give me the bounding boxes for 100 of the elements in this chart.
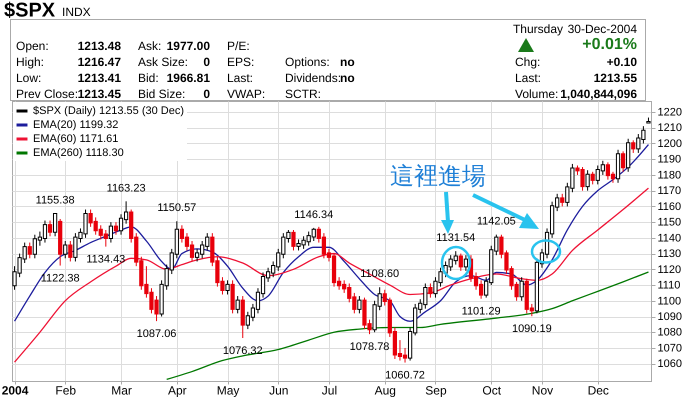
y-tick-label: 1180 — [658, 169, 682, 182]
text: 1213.48 — [78, 39, 121, 53]
candlestick — [357, 296, 362, 314]
text: INDX — [62, 5, 91, 19]
text: 1150.57 — [157, 202, 196, 214]
y-tick-label: 1200 — [658, 138, 682, 150]
x-tick-label: Aug — [374, 384, 396, 398]
text: Ask: — [138, 39, 162, 53]
text: 1216.47 — [78, 55, 121, 69]
text: 1163.23 — [106, 182, 146, 194]
y-tick-label: 1060 — [658, 358, 682, 370]
annotation: 這裡進場 — [390, 162, 486, 192]
text: 1155.38 — [36, 194, 75, 207]
candlestick — [464, 254, 468, 272]
text: 1146.34 — [294, 208, 334, 221]
text: 1142.05 — [476, 216, 516, 228]
x-tick-label: Dec — [588, 384, 609, 398]
text: 1966.81 — [166, 71, 210, 85]
candlestick — [585, 170, 590, 192]
text: 1122.38 — [40, 272, 80, 285]
text: 1101.29 — [462, 306, 501, 318]
text: 1090.19 — [512, 323, 552, 336]
x-tick-label: Mar — [111, 384, 132, 398]
line-series — [14, 144, 650, 322]
y-tick-label: 1190 — [658, 154, 682, 166]
candlestick — [108, 222, 114, 244]
text: Prev Close: — [16, 87, 78, 101]
candlestick — [63, 240, 68, 259]
legend-label: $SPX (Daily) 1213.55 (30 Dec) — [33, 105, 184, 117]
text: 1131.54 — [436, 232, 476, 244]
legend-label: EMA(60) 1171.61 — [33, 133, 118, 145]
text: Thursday — [512, 22, 563, 36]
legend-label: EMA(20) 1199.32 — [33, 119, 118, 131]
y-tick-label: 1130 — [658, 248, 682, 260]
y-tick-label: 1090 — [658, 311, 682, 324]
text: High: — [16, 55, 44, 69]
y-tick-label: 1120 — [658, 264, 682, 276]
text: Chg: — [515, 55, 540, 69]
y-tick-label: 1100 — [658, 295, 682, 308]
text: 1076.32 — [222, 345, 263, 358]
text: +0.10 — [606, 55, 637, 69]
text: Low: — [16, 71, 42, 85]
candlestick — [520, 276, 524, 302]
text: Options: — [285, 55, 330, 69]
x-tick-label: Sep — [425, 384, 447, 398]
candlestick — [236, 296, 240, 314]
text: Dividends: — [285, 71, 342, 85]
x-tick-label: Oct — [482, 384, 502, 398]
text: Bid: — [138, 71, 159, 85]
text: no — [340, 55, 355, 69]
text: Open: — [16, 39, 49, 53]
text: Bid Size: — [138, 87, 186, 101]
candlestick — [458, 253, 463, 272]
text: Last: — [515, 71, 542, 85]
candlestick — [291, 229, 296, 251]
candlestick — [114, 222, 118, 236]
candlestick — [428, 282, 433, 298]
x-tick-label: Apr — [168, 384, 187, 398]
text: no — [340, 71, 355, 85]
candlestick — [631, 140, 636, 154]
y-tick-label: 1070 — [658, 342, 682, 354]
candlestick — [590, 171, 595, 185]
text: 1,040,844,096 — [560, 87, 637, 101]
y-tick-label: 1140 — [658, 232, 682, 244]
text: 0 — [203, 87, 210, 101]
text: 1087.06 — [136, 328, 176, 340]
candlestick — [68, 240, 72, 262]
candlestick — [560, 193, 564, 207]
x-tick-label: 2004 — [2, 384, 29, 398]
y-tick-label: 1210 — [658, 122, 682, 134]
candlestick — [28, 242, 32, 259]
text: Volume: — [515, 87, 558, 101]
text: EPS: — [227, 55, 254, 69]
text: VWAP: — [227, 87, 266, 101]
y-tick-label: 1220 — [658, 106, 682, 119]
text: $SPX — [4, 0, 56, 22]
text: +0.01% — [582, 36, 637, 54]
text: Last: — [227, 71, 254, 85]
text: 1078.78 — [350, 341, 390, 354]
text: 1213.45 — [78, 87, 121, 101]
text: Ask Size: — [138, 55, 188, 69]
text: 0 — [203, 55, 210, 69]
text: 1977.00 — [166, 39, 210, 53]
candlestick — [620, 150, 626, 172]
y-tick-label: 1080 — [658, 326, 682, 339]
text: P/E: — [227, 39, 250, 53]
candlestick — [48, 220, 52, 237]
text: 1060.72 — [385, 370, 425, 382]
candlestick — [225, 280, 230, 295]
text: SCTR: — [285, 87, 321, 101]
x-tick-label: Jul — [322, 384, 338, 398]
text: 1213.41 — [78, 71, 121, 85]
text: 1134.43 — [86, 254, 126, 266]
y-tick-label: 1150 — [658, 216, 682, 229]
y-tick-label: 1170 — [658, 185, 682, 198]
x-tick-label: May — [216, 384, 240, 398]
legend-label: EMA(260) 1118.30 — [33, 147, 124, 159]
x-tick-label: Jun — [269, 384, 288, 398]
y-tick-label: 1110 — [658, 280, 680, 292]
x-tick-label: Nov — [532, 384, 554, 398]
